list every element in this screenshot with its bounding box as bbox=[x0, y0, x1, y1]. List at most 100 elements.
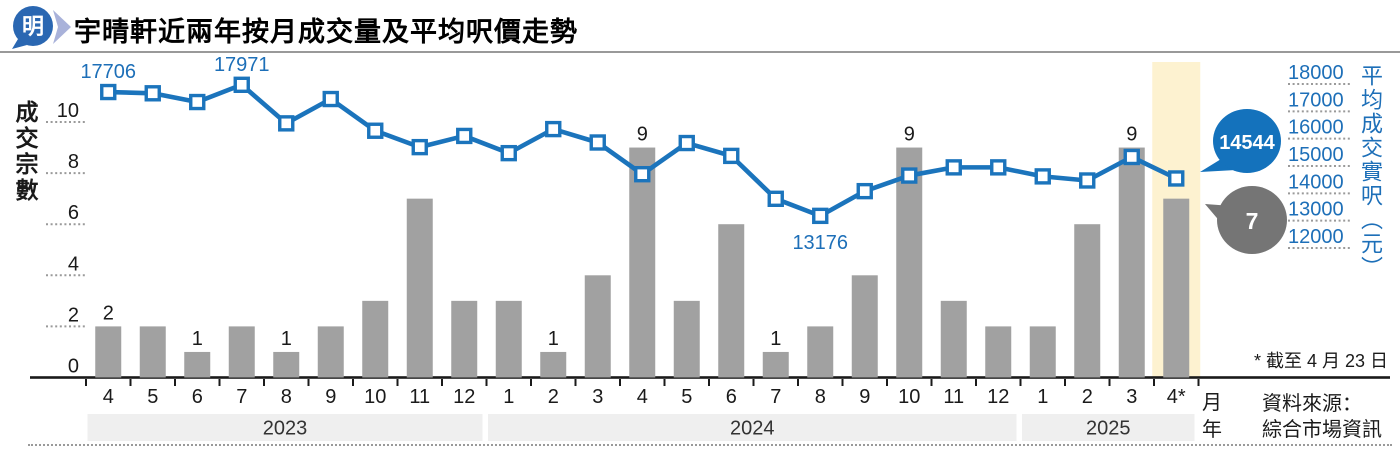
header-divider bbox=[0, 51, 1400, 53]
month-tick-label: 3 bbox=[1126, 386, 1137, 408]
right-axis-tick-label: 12000 bbox=[1288, 226, 1344, 248]
left-axis-title: 成交宗數 bbox=[12, 100, 38, 204]
price-line-marker bbox=[1034, 168, 1051, 185]
volume-bar bbox=[1163, 198, 1190, 378]
year-band bbox=[87, 414, 483, 441]
left-axis-tick-label: 0 bbox=[68, 356, 79, 378]
price-line-marker bbox=[456, 127, 473, 145]
volume-bar bbox=[940, 300, 967, 378]
month-tick-label: 1 bbox=[503, 386, 514, 408]
month-tick-label: 6 bbox=[726, 386, 737, 408]
left-axis-tick-label: 6 bbox=[68, 202, 79, 224]
left-axis-tick-label: 2 bbox=[68, 304, 79, 326]
volume-bar bbox=[273, 351, 300, 378]
volume-bar bbox=[584, 275, 611, 378]
price-line-marker bbox=[500, 144, 517, 162]
price-line-marker bbox=[589, 134, 606, 151]
right-axis-title: 平均成交實呎（元） bbox=[1358, 64, 1383, 280]
volume-bar bbox=[673, 300, 700, 378]
price-line-marker bbox=[723, 147, 740, 165]
bar-value-label: 1 bbox=[281, 328, 292, 350]
right-axis-tick-label: 18000 bbox=[1288, 62, 1344, 84]
year-band bbox=[488, 414, 1017, 441]
month-tick-label: 7 bbox=[770, 386, 781, 408]
logo-bubble bbox=[13, 6, 53, 46]
month-tick-label: 10 bbox=[364, 386, 386, 408]
right-axis-tick-label: 13000 bbox=[1288, 199, 1344, 221]
source-label: 資料來源： bbox=[1262, 393, 1362, 415]
price-line-marker bbox=[411, 138, 428, 156]
month-tick-label: 11 bbox=[943, 386, 964, 408]
price-line-marker bbox=[278, 115, 295, 132]
volume-bar bbox=[985, 326, 1012, 378]
price-line-marker bbox=[945, 159, 962, 176]
bar-value-label: 1 bbox=[192, 328, 203, 350]
price-line-marker bbox=[990, 159, 1007, 176]
year-band-label: 2023 bbox=[263, 418, 308, 440]
price-point-label: 17706 bbox=[80, 61, 136, 83]
month-tick-label: 8 bbox=[815, 386, 826, 408]
month-tick-label: 3 bbox=[592, 386, 603, 408]
price-line-marker bbox=[144, 85, 161, 102]
right-axis-tick-label: 14000 bbox=[1288, 171, 1344, 193]
month-tick-label: 10 bbox=[898, 386, 920, 408]
left-axis-tick-label: 10 bbox=[57, 100, 79, 122]
month-tick-label: 11 bbox=[409, 386, 430, 408]
bottom-dotted-rule bbox=[28, 444, 1392, 446]
month-tick-label: 7 bbox=[236, 386, 247, 408]
month-tick-label: 4 bbox=[103, 386, 114, 408]
month-unit-label: 月 bbox=[1202, 392, 1222, 414]
price-line-marker bbox=[1123, 148, 1140, 166]
volume-bar bbox=[629, 147, 656, 378]
price-callout-bubble bbox=[1213, 109, 1281, 173]
bar-value-label: 9 bbox=[637, 124, 648, 146]
month-tick-label: 2 bbox=[548, 386, 559, 408]
volume-bar bbox=[1118, 147, 1145, 378]
volume-bar bbox=[851, 275, 878, 378]
volume-bar bbox=[184, 351, 211, 378]
volume-bar bbox=[807, 326, 834, 378]
price-line-marker bbox=[367, 122, 384, 139]
year-band-label: 2025 bbox=[1086, 418, 1131, 440]
price-line-marker bbox=[545, 120, 562, 138]
price-line-marker bbox=[901, 167, 918, 184]
right-axis-tick-label: 17000 bbox=[1288, 89, 1344, 111]
month-tick-label: 1 bbox=[1037, 386, 1048, 408]
logo-glyph: 明 bbox=[22, 14, 44, 39]
month-tick-label: 9 bbox=[325, 386, 336, 408]
year-band-label: 2024 bbox=[730, 418, 775, 440]
left-axis-tick-label: 4 bbox=[68, 253, 79, 275]
month-tick-label: 9 bbox=[859, 386, 870, 408]
footnote: * 截至 4 月 23 日 bbox=[1253, 351, 1388, 371]
mingpao-logo: 明 bbox=[12, 6, 71, 49]
price-line-marker bbox=[100, 83, 117, 101]
volume-bar bbox=[451, 300, 478, 378]
x-axis-line bbox=[30, 376, 1390, 379]
month-tick-label: 4 bbox=[637, 386, 648, 408]
price-line-marker bbox=[767, 190, 784, 208]
volume-bar bbox=[95, 326, 122, 378]
volume-bar bbox=[896, 147, 923, 378]
price-line-marker bbox=[189, 93, 206, 111]
month-tick-label: 5 bbox=[147, 386, 158, 408]
volume-bar bbox=[762, 351, 789, 378]
year-unit-label: 年 bbox=[1202, 419, 1222, 441]
page-title: 宇晴軒近兩年按月成交量及平均呎價走勢 bbox=[74, 17, 578, 47]
month-tick-label: 6 bbox=[192, 386, 203, 408]
left-axis-tick-label: 8 bbox=[68, 151, 79, 173]
bar-value-label: 1 bbox=[548, 328, 559, 350]
month-tick-label: 12 bbox=[987, 386, 1009, 408]
price-line-marker bbox=[856, 182, 873, 200]
logo-bubble-tail bbox=[12, 39, 27, 49]
month-tick-label: 8 bbox=[281, 386, 292, 408]
volume-bar bbox=[362, 300, 389, 378]
month-tick-label: 12 bbox=[453, 386, 475, 408]
right-axis-tick-label: 15000 bbox=[1288, 144, 1344, 166]
source-text: 綜合市場資訊 bbox=[1262, 419, 1382, 441]
volume-bar bbox=[406, 198, 433, 378]
volume-bar bbox=[540, 351, 567, 378]
volume-bar bbox=[1029, 326, 1056, 378]
volume-callout-value: 7 bbox=[1246, 208, 1259, 234]
logo-swoosh-shape bbox=[53, 10, 71, 44]
price-line-marker bbox=[678, 134, 695, 152]
